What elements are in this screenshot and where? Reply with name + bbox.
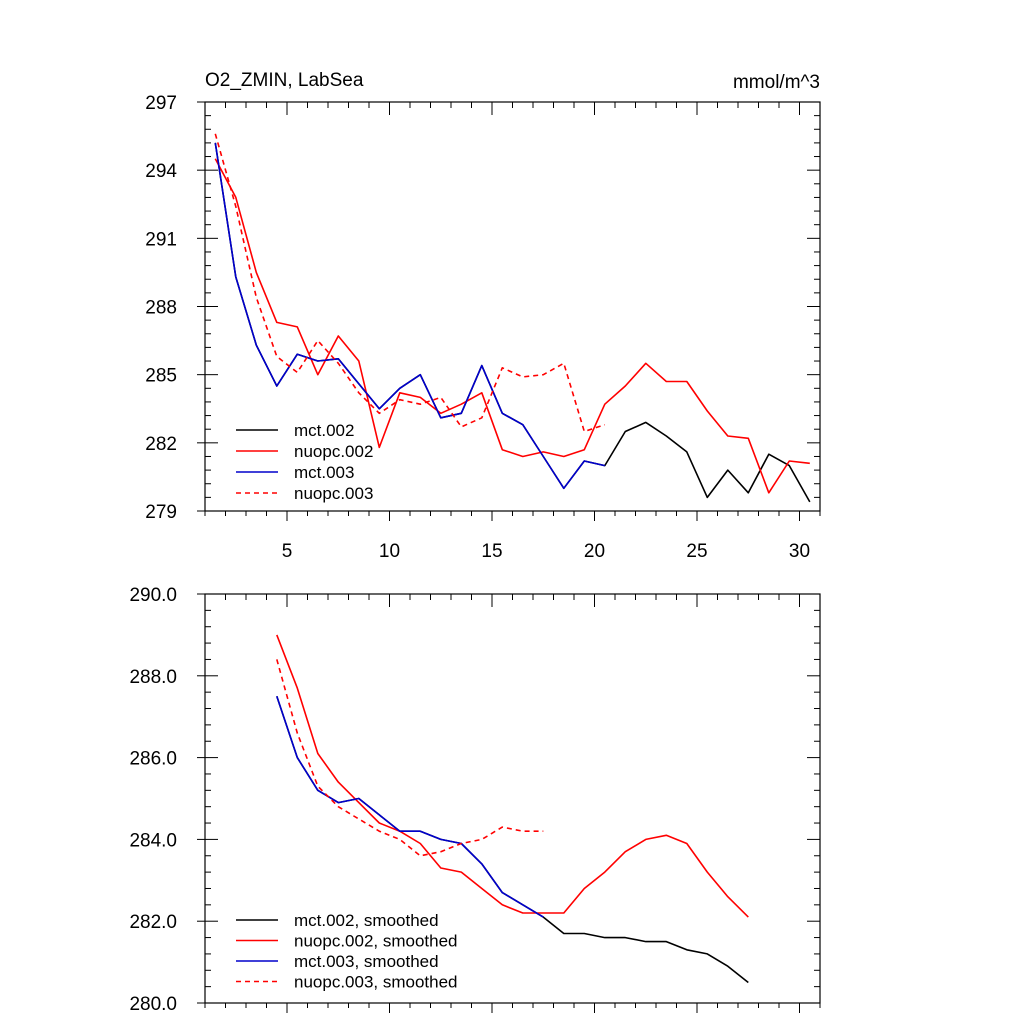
y-tick-label: 284.0	[129, 830, 177, 851]
series-line-nuopc-003	[214, 133, 606, 433]
x-tick-label: 15	[481, 541, 502, 562]
series-line-nuopc-003-smoothed	[276, 659, 544, 857]
legend-label: mct.002	[294, 421, 354, 440]
x-tick-label: 30	[789, 541, 810, 562]
top-legend: mct.002 nuopc.002 mct.003 nuopc.003	[236, 421, 373, 503]
legend-label: mct.002, smoothed	[294, 911, 439, 930]
x-tick-label: 5	[282, 541, 293, 562]
top-axis-ticks: 279 282 285 288 291 294 297 5 10 15 20 25 30	[145, 93, 821, 562]
x-tick-label: 10	[379, 541, 400, 562]
top-series-lines	[214, 133, 811, 503]
y-tick-label: 280.0	[129, 994, 177, 1015]
y-tick-label: 288.0	[129, 667, 177, 688]
bottom-axis-ticks: 280.0 282.0 284.0 286.0 288.0 290.0	[129, 585, 821, 1015]
legend-label: mct.003	[294, 463, 354, 482]
legend-label: nuopc.002, smoothed	[294, 932, 458, 951]
y-tick-label: 279	[145, 502, 177, 523]
y-tick-label: 282.0	[129, 912, 177, 933]
series-line-nuopc-002-smoothed	[276, 634, 749, 918]
top-chart-title: O2_ZMIN, LabSea	[205, 70, 364, 91]
series-line-nuopc-002	[214, 158, 810, 494]
x-tick-label: 20	[584, 541, 605, 562]
legend-label: nuopc.003	[294, 484, 373, 503]
y-tick-label: 288	[145, 298, 177, 319]
top-chart-units: mmol/m^3	[733, 72, 820, 93]
series-line-mct-003-smoothed	[276, 696, 544, 918]
y-tick-label: 290.0	[129, 585, 177, 606]
y-tick-label: 286.0	[129, 749, 177, 770]
legend-label: nuopc.002	[294, 442, 373, 461]
x-tick-label: 25	[686, 541, 707, 562]
bottom-panel: 280.0 282.0 284.0 286.0 288.0 290.0 mct.002, …	[129, 585, 821, 1015]
bottom-series-lines	[276, 634, 749, 984]
y-tick-label: 285	[145, 366, 177, 387]
legend-label: nuopc.003, smoothed	[294, 973, 458, 992]
y-tick-label: 282	[145, 434, 177, 455]
y-tick-label: 291	[145, 229, 177, 250]
y-tick-label: 294	[145, 161, 177, 182]
series-line-mct-003	[214, 142, 605, 490]
y-tick-label: 297	[145, 93, 177, 114]
bottom-legend: mct.002, smoothed nuopc.002, smoothedmct.…	[236, 911, 458, 992]
legend-label: mct.003, smoothed	[294, 952, 439, 971]
top-panel: O2_ZMIN, LabSea mmol/m^3 279 282 285 288 291…	[145, 70, 821, 562]
